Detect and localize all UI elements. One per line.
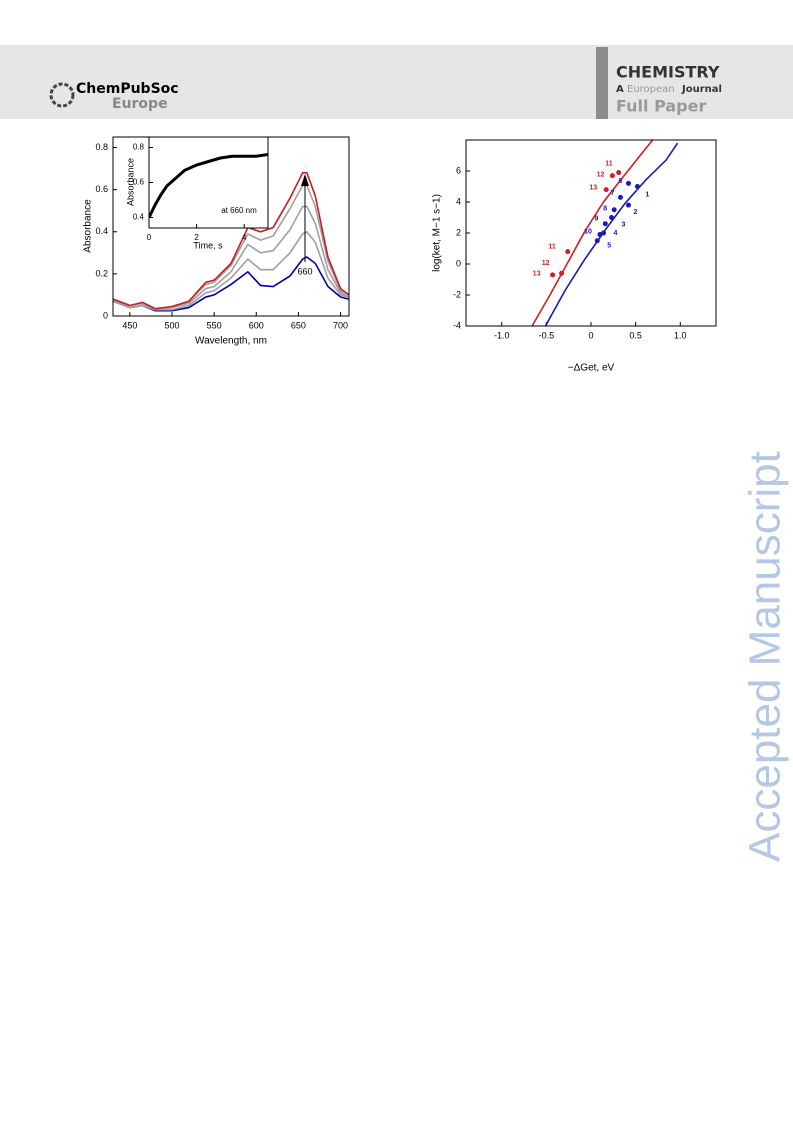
x-tick-label: 0 bbox=[147, 233, 152, 242]
point-label: 10 bbox=[584, 228, 592, 235]
x-axis-label: Wavelength, nm bbox=[195, 336, 267, 347]
point-label: 9 bbox=[594, 216, 598, 223]
data-line bbox=[113, 184, 349, 311]
y-tick-label: 0 bbox=[103, 310, 108, 320]
point-label: 13 bbox=[533, 271, 541, 278]
y-tick-label: 0.4 bbox=[133, 213, 145, 222]
point-label: 4 bbox=[614, 230, 618, 237]
y-tick-label: 0.4 bbox=[95, 226, 108, 236]
data-point bbox=[594, 238, 600, 244]
x-tick-label: 450 bbox=[122, 320, 137, 330]
y-axis-label: log(ket, M−1 s−1) bbox=[432, 194, 443, 272]
y-axis-label: Absorbance bbox=[125, 158, 135, 206]
fit-curve bbox=[544, 142, 679, 326]
journal-subtitle: European bbox=[627, 84, 675, 95]
y-tick-label: -4 bbox=[453, 320, 461, 330]
y-tick-label: 2 bbox=[456, 227, 461, 237]
point-label: 7 bbox=[611, 190, 615, 197]
point-label: 11 bbox=[548, 243, 556, 250]
x-tick-label: 2 bbox=[194, 233, 199, 242]
y-tick-label: 0.8 bbox=[95, 142, 108, 152]
point-label: 3 bbox=[622, 221, 626, 228]
x-tick-label: 550 bbox=[207, 320, 222, 330]
society-region: Europe bbox=[112, 96, 168, 112]
data-point bbox=[603, 187, 609, 193]
data-line bbox=[113, 256, 349, 312]
data-point bbox=[616, 170, 622, 176]
journal-subtitle: A bbox=[616, 84, 624, 95]
point-label: 11 bbox=[605, 160, 613, 167]
data-point bbox=[626, 202, 631, 208]
journal-bar bbox=[596, 47, 608, 119]
plot-frame bbox=[465, 139, 717, 327]
y-tick-label: 0 bbox=[456, 258, 461, 268]
y-tick-label: 4 bbox=[456, 196, 461, 206]
annotation: 660 bbox=[297, 266, 312, 276]
y-tick-label: -2 bbox=[453, 289, 461, 299]
x-tick-label: 1.0 bbox=[674, 330, 687, 340]
x-tick-label: 650 bbox=[291, 320, 306, 330]
article-type: Full Paper bbox=[616, 97, 706, 116]
journal-subtitle: Journal bbox=[681, 84, 722, 95]
x-tick-label: 700 bbox=[333, 320, 348, 330]
data-point bbox=[550, 272, 556, 278]
annotation: at 660 nm bbox=[221, 206, 257, 215]
data-point bbox=[611, 207, 617, 213]
data-point bbox=[602, 221, 608, 227]
header-band bbox=[0, 45, 793, 119]
y-tick-label: 0.6 bbox=[95, 184, 108, 194]
point-label: 13 bbox=[589, 184, 597, 191]
point-label: 1 bbox=[645, 191, 649, 198]
point-label: 8 bbox=[603, 206, 607, 213]
point-label: 5 bbox=[607, 243, 611, 250]
data-point bbox=[597, 232, 603, 238]
point-label: 2 bbox=[634, 209, 638, 216]
x-tick-label: -0.5 bbox=[539, 330, 555, 340]
plot-frame bbox=[148, 136, 269, 229]
fit-curve bbox=[531, 140, 654, 326]
y-tick-label: 0.2 bbox=[95, 268, 108, 278]
arrow-head bbox=[301, 174, 309, 186]
x-tick-label: 0 bbox=[588, 330, 593, 340]
y-tick-label: 6 bbox=[456, 165, 461, 175]
x-tick-label: 4 bbox=[242, 233, 247, 242]
data-point bbox=[609, 215, 615, 220]
society-name: ChemPubSoc bbox=[76, 81, 179, 97]
data-point bbox=[609, 173, 615, 179]
x-tick-label: 0.5 bbox=[629, 330, 642, 340]
y-tick-label: 0.6 bbox=[133, 178, 145, 187]
data-point bbox=[559, 270, 565, 276]
x-axis-label: −ΔGet, eV bbox=[568, 363, 615, 374]
watermark: Accepted Manuscript bbox=[741, 451, 790, 862]
point-label: 6 bbox=[619, 178, 623, 185]
data-point bbox=[634, 184, 640, 189]
data-point bbox=[626, 180, 631, 186]
x-tick-label: 600 bbox=[249, 320, 264, 330]
data-line bbox=[149, 153, 268, 219]
journal-name: CHEMISTRY bbox=[616, 63, 720, 82]
data-point bbox=[565, 249, 571, 255]
y-tick-label: 0.8 bbox=[133, 143, 145, 152]
point-label: 12 bbox=[597, 171, 605, 178]
x-tick-label: 500 bbox=[164, 320, 179, 330]
logo-icon bbox=[49, 82, 75, 108]
x-axis-label: Time, s bbox=[193, 240, 223, 250]
x-tick-label: -1.0 bbox=[494, 330, 510, 340]
point-label: 12 bbox=[542, 260, 550, 267]
y-axis-label: Absorbance bbox=[83, 199, 94, 253]
data-point bbox=[617, 194, 623, 200]
